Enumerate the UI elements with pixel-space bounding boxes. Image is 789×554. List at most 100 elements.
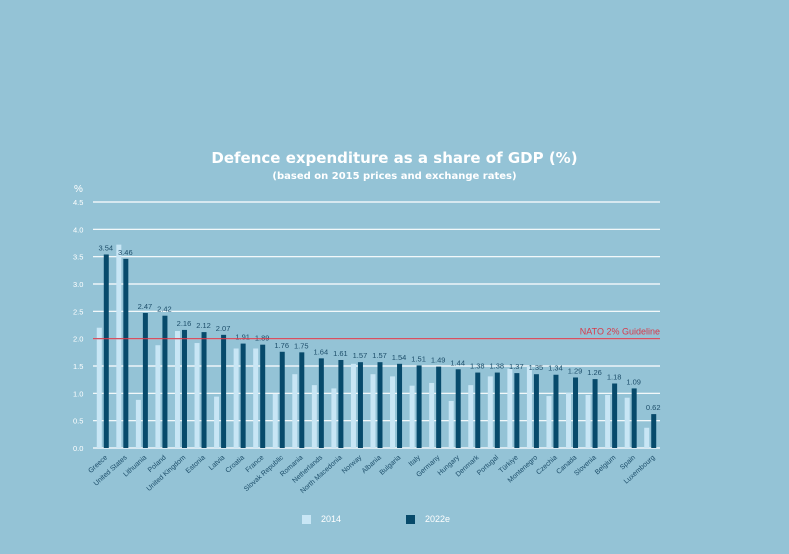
bar-2022e — [436, 366, 442, 448]
bar-2022e — [514, 373, 520, 448]
data-label-2022e: 1.09 — [626, 377, 641, 386]
bar-2014 — [585, 394, 591, 448]
bar-2014 — [487, 376, 493, 448]
bar-2014 — [331, 388, 337, 448]
data-label-2022e: 1.64 — [314, 347, 329, 356]
bar-2014 — [468, 385, 474, 448]
bar-2014 — [644, 427, 650, 448]
bar-2022e — [142, 312, 148, 448]
bar-2022e — [612, 383, 618, 448]
bar-2022e — [181, 329, 187, 448]
data-label-2022e: 1.75 — [294, 341, 309, 350]
bar-2022e — [631, 388, 637, 448]
bar-2014 — [214, 396, 220, 448]
data-label-2022e: 0.62 — [646, 403, 661, 412]
bar-2014 — [155, 345, 161, 448]
bar-2022e — [299, 352, 305, 448]
bar-2014 — [174, 331, 180, 448]
data-label-2022e: 3.54 — [98, 243, 113, 252]
x-tick-label: Czechia — [535, 454, 559, 476]
bar-2014 — [350, 363, 356, 448]
bar-2014 — [116, 244, 122, 448]
data-label-2022e: 1.57 — [372, 351, 387, 360]
data-label-2022e: 1.76 — [274, 341, 289, 350]
bar-2014 — [292, 374, 298, 448]
bar-2022e — [240, 343, 246, 448]
bar-2022e — [318, 358, 324, 448]
bar-2022e — [338, 359, 344, 448]
legend-swatch-2014 — [302, 514, 311, 524]
bar-2014 — [605, 394, 611, 448]
y-axis-label: % — [74, 184, 83, 195]
y-tick-label: 0.0 — [73, 444, 83, 453]
y-tick-label: 1.0 — [73, 389, 83, 398]
bar-2014 — [233, 348, 239, 448]
y-tick-label: 3.5 — [73, 253, 83, 262]
bar-2014 — [507, 368, 513, 448]
bar-2022e — [260, 344, 266, 448]
bar-2014 — [566, 392, 572, 448]
legend-label-2022e: 2022e — [425, 514, 451, 524]
bar-2014 — [448, 400, 454, 448]
bar-2022e — [592, 379, 598, 448]
x-tick-label: Slovenia — [573, 454, 598, 477]
bar-2014 — [135, 399, 141, 448]
legend-swatch-2022e — [406, 514, 415, 524]
bar-2022e — [103, 254, 109, 448]
bar-2014 — [526, 366, 532, 448]
x-tick-label: Belgium — [594, 454, 618, 476]
bar-2022e — [455, 369, 461, 448]
bar-2014 — [194, 343, 200, 448]
data-label-2022e: 1.91 — [235, 333, 250, 342]
bar-2014 — [253, 348, 259, 448]
y-tick-label: 4.0 — [73, 225, 83, 234]
data-label-2022e: 1.26 — [587, 368, 602, 377]
bar-2022e — [221, 334, 227, 448]
data-label-2022e: 1.38 — [490, 362, 505, 371]
data-label-2022e: 1.51 — [411, 354, 426, 363]
data-label-2022e: 1.44 — [450, 358, 465, 367]
data-label-2022e: 1.35 — [529, 363, 544, 372]
data-label-2022e: 2.12 — [196, 321, 211, 330]
data-label-2022e: 2.42 — [157, 305, 172, 314]
data-label-2022e: 3.46 — [118, 248, 133, 257]
data-label-2022e: 1.61 — [333, 349, 348, 358]
bar-2014 — [272, 393, 278, 448]
data-label-2022e: 1.34 — [548, 364, 563, 373]
x-tick-label: Portugal — [476, 454, 500, 477]
bar-2022e — [357, 362, 363, 448]
bar-2022e — [377, 362, 383, 448]
bar-2014 — [370, 374, 376, 448]
bar-2014 — [429, 382, 435, 448]
bar-2022e — [494, 372, 500, 448]
bar-2022e — [397, 363, 403, 448]
bar-2022e — [279, 351, 285, 448]
data-label-2022e: 2.07 — [216, 324, 231, 333]
y-tick-label: 2.0 — [73, 335, 83, 344]
bar-2022e — [533, 374, 539, 448]
data-label-2022e: 2.16 — [177, 319, 192, 328]
bar-2014 — [409, 385, 415, 448]
data-label-2022e: 1.37 — [509, 362, 524, 371]
bar-2022e — [123, 258, 129, 448]
bar-2022e — [553, 374, 559, 448]
bar-2014 — [311, 385, 317, 448]
y-tick-label: 2.5 — [73, 307, 83, 316]
legend-item-2014: 2014 — [302, 514, 341, 524]
bar-2014 — [624, 397, 630, 448]
data-label-2022e: 1.54 — [392, 353, 407, 362]
x-tick-label: Croatia — [225, 454, 247, 474]
bar-2022e — [162, 315, 168, 448]
data-label-2022e: 1.49 — [431, 356, 446, 365]
data-label-2022e: 1.38 — [470, 362, 485, 371]
y-tick-label: 3.0 — [73, 280, 83, 289]
bar-2022e — [573, 377, 579, 448]
bar-2022e — [201, 332, 207, 448]
bar-2014 — [390, 376, 396, 448]
data-label-2022e: 2.47 — [138, 302, 153, 311]
y-tick-label: 1.5 — [73, 362, 83, 371]
bar-2014 — [96, 327, 102, 448]
legend-label-2014: 2014 — [321, 514, 342, 524]
data-label-2022e: 1.29 — [568, 366, 583, 375]
y-tick-label: 4.5 — [73, 198, 83, 207]
